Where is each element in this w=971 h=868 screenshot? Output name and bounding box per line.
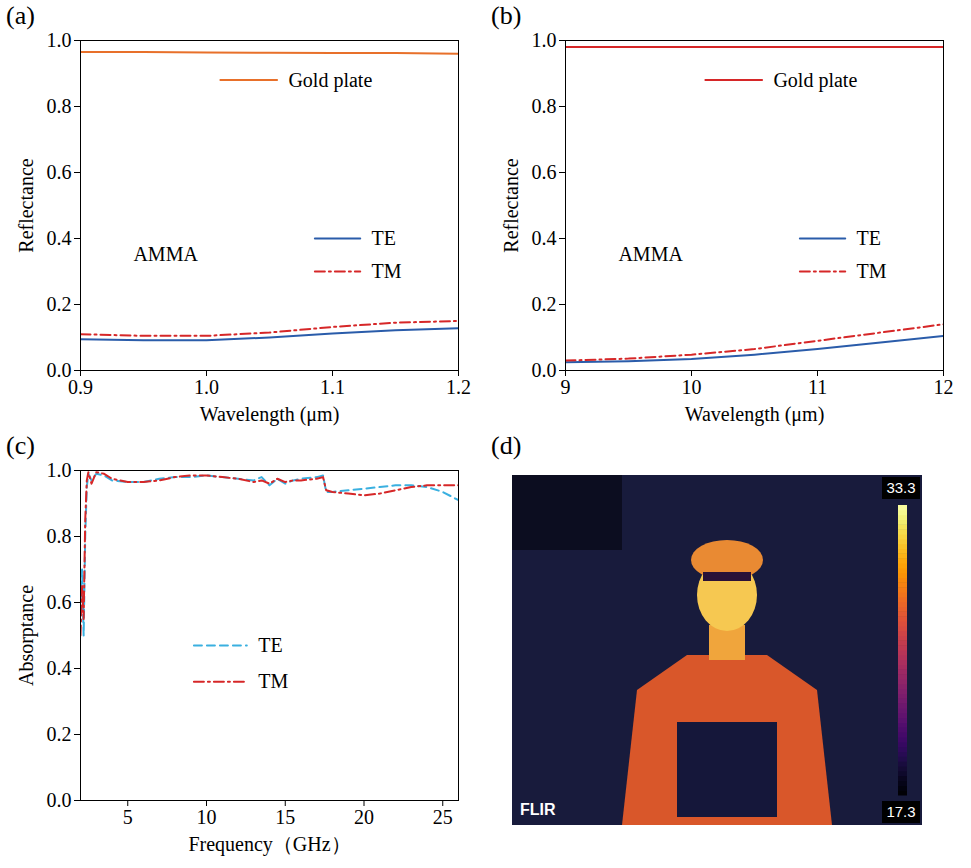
svg-text:AMMA: AMMA	[618, 243, 683, 265]
svg-text:1.1: 1.1	[320, 376, 345, 398]
svg-text:Reflectance: Reflectance	[15, 158, 37, 252]
svg-text:0.6: 0.6	[47, 161, 72, 183]
svg-text:TE: TE	[857, 227, 881, 249]
svg-text:TM: TM	[258, 670, 288, 692]
svg-text:Wavelength (μm): Wavelength (μm)	[685, 403, 825, 426]
svg-text:0.9: 0.9	[68, 376, 93, 398]
html-text:(a): (a)	[6, 1, 35, 30]
svg-text:0.8: 0.8	[47, 525, 72, 547]
svg-text:1.0: 1.0	[47, 30, 72, 51]
svg-text:Reflectance: Reflectance	[500, 158, 522, 252]
svg-text:TE: TE	[258, 634, 282, 656]
svg-text:1.2: 1.2	[446, 376, 471, 398]
svg-text:Gold plate: Gold plate	[288, 69, 372, 92]
svg-text:0.0: 0.0	[47, 789, 72, 811]
svg-text:25: 25	[433, 806, 453, 828]
svg-text:0.6: 0.6	[532, 161, 557, 183]
svg-text:0.8: 0.8	[47, 95, 72, 117]
svg-text:33.3: 33.3	[886, 479, 915, 496]
svg-text:Frequency（GHz）: Frequency（GHz）	[188, 833, 350, 856]
svg-text:0.2: 0.2	[532, 293, 557, 315]
svg-text:1.0: 1.0	[47, 460, 72, 481]
svg-text:0.4: 0.4	[532, 227, 557, 249]
svg-text:9: 9	[561, 376, 571, 398]
svg-text:1.0: 1.0	[194, 376, 219, 398]
svg-text:0.0: 0.0	[532, 359, 557, 381]
svg-text:12: 12	[934, 376, 954, 398]
svg-text:0.4: 0.4	[47, 227, 72, 249]
svg-text:10: 10	[682, 376, 702, 398]
svg-text:0.4: 0.4	[47, 657, 72, 679]
svg-text:17.3: 17.3	[886, 803, 915, 820]
svg-text:TE: TE	[372, 227, 396, 249]
svg-text:Absorptance: Absorptance	[15, 585, 38, 686]
svg-text:0.8: 0.8	[532, 95, 557, 117]
svg-text:0.2: 0.2	[47, 293, 72, 315]
html-text:(b): (b)	[491, 1, 522, 30]
svg-text:FLIR: FLIR	[520, 801, 556, 818]
svg-text:AMMA: AMMA	[133, 243, 198, 265]
svg-text:0.2: 0.2	[47, 723, 72, 745]
html-text:(c): (c)	[6, 431, 35, 460]
svg-text:Wavelength (μm): Wavelength (μm)	[200, 403, 340, 426]
svg-text:11: 11	[808, 376, 827, 398]
svg-text:0.0: 0.0	[46, 358, 72, 381]
svg-text:15: 15	[275, 806, 295, 828]
svg-text:5: 5	[123, 806, 133, 828]
svg-text:10: 10	[197, 806, 217, 828]
svg-text:TM: TM	[372, 260, 402, 282]
svg-text:TM: TM	[857, 260, 887, 282]
svg-text:20: 20	[354, 806, 374, 828]
svg-text:Gold plate: Gold plate	[773, 69, 857, 92]
html-text:(d): (d)	[491, 431, 522, 460]
svg-text:0.6: 0.6	[47, 591, 72, 613]
svg-text:1.0: 1.0	[532, 30, 557, 51]
